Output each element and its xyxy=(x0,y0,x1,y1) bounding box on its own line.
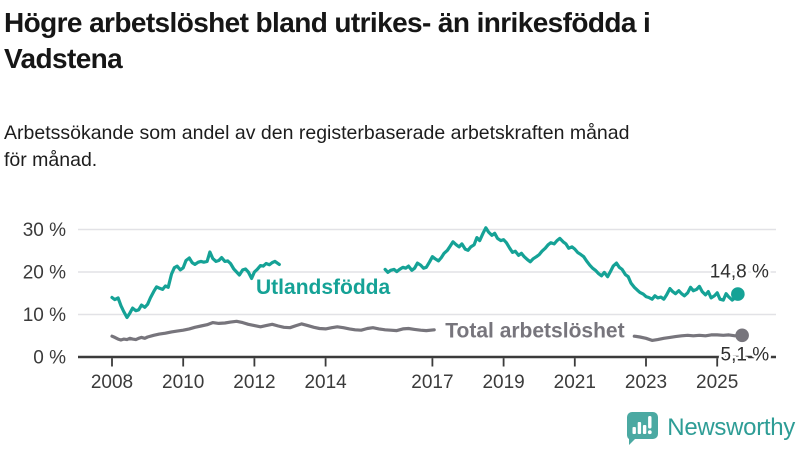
y-tick-label: 20 % xyxy=(23,263,66,284)
series-end-dot-total xyxy=(735,328,749,343)
exclamation-dot xyxy=(648,430,652,435)
newsworthy-logo: Newsworthy xyxy=(622,409,795,447)
page-subtitle: Arbetssökande som andel av den registerb… xyxy=(4,120,784,174)
exclamation-bar xyxy=(648,416,652,429)
x-tick-label: 2019 xyxy=(482,372,524,393)
series-line-total xyxy=(632,333,744,342)
bar-1 xyxy=(632,427,637,434)
x-tick-label: 2012 xyxy=(233,372,275,393)
series-line-utlandsfodda xyxy=(110,250,281,320)
x-tick-label: 2023 xyxy=(625,372,667,393)
series-label-utlandsfodda: Utlandsfödda xyxy=(256,276,390,299)
y-tick-label: 30 % xyxy=(23,220,66,241)
y-tick-label: 10 % xyxy=(23,305,66,326)
series-line-utlandsfodda xyxy=(383,226,740,302)
newsworthy-wordmark: Newsworthy xyxy=(667,414,795,441)
page-subtitle-line2: för månad. xyxy=(4,149,98,171)
newsworthy-bubble-chart-icon xyxy=(627,412,659,445)
page-title-line1: Högre arbetslöshet bland utrikes- än inr… xyxy=(4,7,651,38)
x-tick-label: 2008 xyxy=(91,372,133,393)
page-subtitle-line1: Arbetssökande som andel av den registerb… xyxy=(4,122,630,144)
speech-bubble-shape xyxy=(627,412,659,445)
x-tick-label: 2021 xyxy=(554,372,596,393)
series-end-value-total: 5,1 % xyxy=(721,344,770,365)
page-title: Högre arbetslöshet bland utrikes- än inr… xyxy=(4,5,784,77)
series-label-total: Total arbetslöshet xyxy=(445,320,624,343)
series-end-value-utlandsfodda: 14,8 % xyxy=(710,262,769,283)
bar-3 xyxy=(643,425,647,434)
bar-2 xyxy=(637,422,642,434)
series-end-dot-utlandsfodda xyxy=(731,287,745,301)
x-tick-label: 2025 xyxy=(696,372,738,393)
x-tick-label: 2010 xyxy=(162,372,204,393)
x-tick-label: 2017 xyxy=(411,372,453,393)
series-line-total xyxy=(110,319,436,342)
page-title-line2: Vadstena xyxy=(4,43,123,74)
x-tick-label: 2014 xyxy=(304,372,347,393)
y-tick-label: 0 % xyxy=(33,348,66,369)
